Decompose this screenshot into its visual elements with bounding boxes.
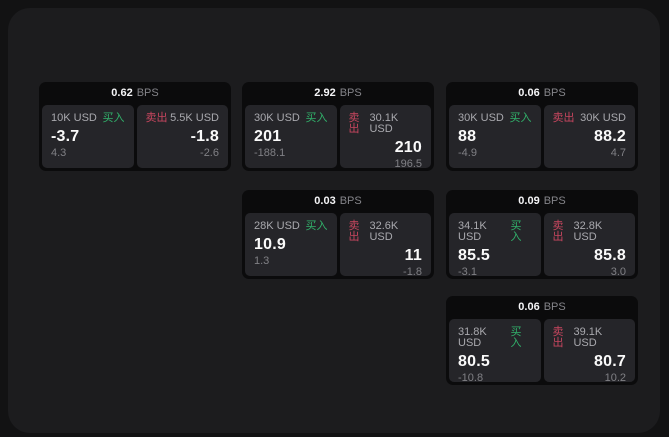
sell-amount: 32.6K USD [369, 220, 399, 243]
buy-amount: 30K USD [254, 112, 300, 124]
buy-change: -3.1 [458, 266, 477, 279]
spread-value: 0.09 [518, 195, 540, 207]
sell-side-label: 卖出 [552, 326, 564, 349]
buy-side-label: 买入 [510, 220, 522, 243]
spread-header: 0.09 BPS [449, 190, 635, 213]
buy-amount: 28K USD [254, 220, 300, 232]
spread-header: 0.06 BPS [449, 82, 635, 105]
sell-change: 4.7 [610, 147, 626, 160]
sell-change: 10.2 [604, 372, 626, 385]
buy-change: -188.1 [254, 147, 286, 160]
sell-panel[interactable]: 卖出 5.5K USD -1.8 -2.6 [136, 105, 228, 168]
spread-header: 2.92 BPS [245, 82, 431, 105]
quote-card: 0.09 BPS 34.1K USD 买入 85.5 -3.1 卖出 32.8K… [446, 190, 638, 279]
buy-side-label: 买入 [510, 326, 522, 349]
spread-value: 0.62 [111, 87, 133, 99]
buy-amount: 34.1K USD [458, 220, 487, 243]
sell-change: -2.6 [200, 147, 219, 160]
buy-price: 201 [254, 128, 282, 145]
quote-card: 0.03 BPS 28K USD 买入 10.9 1.3 卖出 32.6K US… [242, 190, 434, 279]
sell-price: 11 [404, 247, 422, 264]
bps-unit-label: BPS [339, 87, 362, 99]
sell-panel[interactable]: 卖出 30K USD 88.2 4.7 [543, 105, 635, 168]
sell-amount: 32.8K USD [573, 220, 603, 243]
sell-side-label: 卖出 [552, 220, 564, 243]
spread-value: 0.03 [314, 195, 336, 207]
buy-side-label: 买入 [509, 112, 532, 124]
buy-side-label: 买入 [305, 112, 328, 124]
sell-change: 196.5 [394, 158, 422, 171]
sell-panel[interactable]: 卖出 32.8K USD 85.8 3.0 [543, 213, 635, 279]
buy-price: -3.7 [51, 128, 80, 145]
buy-panel[interactable]: 10K USD 买入 -3.7 4.3 [42, 105, 134, 168]
buy-change: 1.3 [254, 255, 270, 268]
buy-change: -4.9 [458, 147, 477, 160]
buy-panel[interactable]: 30K USD 买入 201 -188.1 [245, 105, 337, 168]
sell-panel[interactable]: 卖出 32.6K USD 11 -1.8 [339, 213, 431, 279]
buy-side-label: 买入 [305, 220, 328, 232]
sell-side-label: 卖出 [552, 112, 575, 124]
bps-unit-label: BPS [543, 301, 566, 313]
quote-card: 2.92 BPS 30K USD 买入 201 -188.1 卖出 30.1K … [242, 82, 434, 171]
sell-price: 88.2 [594, 128, 626, 145]
sell-price: -1.8 [190, 128, 219, 145]
buy-price: 10.9 [254, 236, 286, 253]
buy-change: 4.3 [51, 147, 67, 160]
sell-change: -1.8 [403, 266, 422, 279]
quote-card: 0.62 BPS 10K USD 买入 -3.7 4.3 卖出 5.5K USD… [39, 82, 231, 171]
bps-unit-label: BPS [136, 87, 159, 99]
buy-price: 85.5 [458, 247, 490, 264]
sell-amount: 30.1K USD [369, 112, 399, 135]
spread-header: 0.62 BPS [42, 82, 228, 105]
sell-side-label: 卖出 [145, 112, 168, 124]
buy-price: 88 [458, 128, 477, 145]
bps-unit-label: BPS [543, 195, 566, 207]
bps-unit-label: BPS [339, 195, 362, 207]
buy-panel[interactable]: 30K USD 买入 88 -4.9 [449, 105, 541, 168]
buy-change: -10.8 [458, 372, 484, 385]
sell-amount: 39.1K USD [573, 326, 603, 349]
sell-side-label: 卖出 [348, 112, 360, 135]
quote-card: 0.06 BPS 31.8K USD 买入 80.5 -10.8 卖出 39.1… [446, 296, 638, 385]
buy-amount: 30K USD [458, 112, 504, 124]
spread-value: 2.92 [314, 87, 336, 99]
sell-amount: 30K USD [580, 112, 626, 124]
sell-price: 80.7 [594, 353, 626, 370]
sell-change: 3.0 [610, 266, 626, 279]
sell-panel[interactable]: 卖出 39.1K USD 80.7 10.2 [543, 319, 635, 385]
buy-side-label: 买入 [102, 112, 125, 124]
sell-price: 85.8 [594, 247, 626, 264]
buy-price: 80.5 [458, 353, 490, 370]
buy-amount: 10K USD [51, 112, 97, 124]
buy-amount: 31.8K USD [458, 326, 487, 349]
buy-panel[interactable]: 31.8K USD 买入 80.5 -10.8 [449, 319, 541, 385]
spread-value: 0.06 [518, 301, 540, 313]
bps-unit-label: BPS [543, 87, 566, 99]
sell-side-label: 卖出 [348, 220, 360, 243]
sell-panel[interactable]: 卖出 30.1K USD 210 196.5 [339, 105, 431, 171]
spread-header: 0.03 BPS [245, 190, 431, 213]
sell-amount: 5.5K USD [170, 112, 219, 124]
buy-panel[interactable]: 34.1K USD 买入 85.5 -3.1 [449, 213, 541, 279]
buy-panel[interactable]: 28K USD 买入 10.9 1.3 [245, 213, 337, 276]
spread-value: 0.06 [518, 87, 540, 99]
sell-price: 210 [394, 139, 422, 156]
spread-header: 0.06 BPS [449, 296, 635, 319]
quote-card: 0.06 BPS 30K USD 买入 88 -4.9 卖出 30K USD 8… [446, 82, 638, 171]
